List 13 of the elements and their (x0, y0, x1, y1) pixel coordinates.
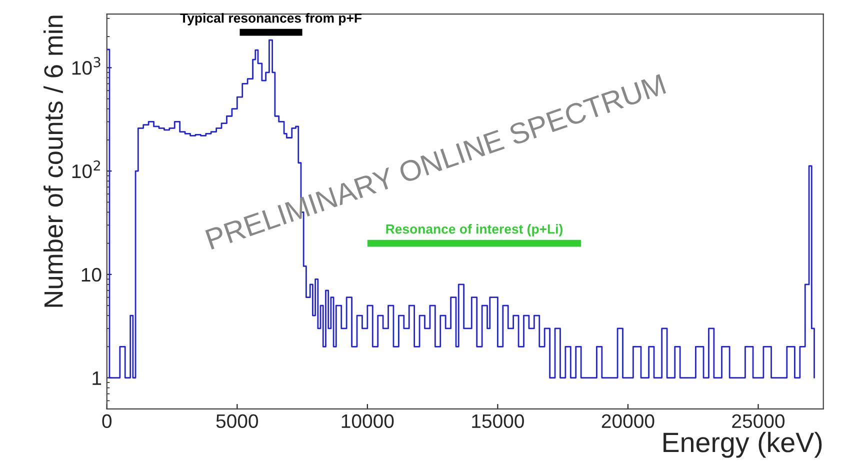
y-tick-label: 10$^{2}$ (72, 160, 100, 178)
y-tick-label: 1 (92, 371, 102, 385)
x-tick-label: 5000 (216, 414, 258, 428)
y-tick-label: 10 (82, 268, 102, 282)
x-tick-label: 25000 (732, 414, 785, 428)
y-tick-label: 10$^{3}$ (72, 57, 100, 75)
x-tick-label: 20000 (602, 414, 654, 428)
y-axis-title: Number of counts / 6 min (44, 16, 63, 307)
x-tick-label: 0 (102, 414, 112, 428)
x-tick-label: 10000 (342, 414, 394, 428)
x-tick-label: 15000 (472, 414, 524, 428)
annotation: Typical resonances from p+F (180, 13, 362, 26)
x-axis-title: Energy (keV) (664, 432, 822, 458)
